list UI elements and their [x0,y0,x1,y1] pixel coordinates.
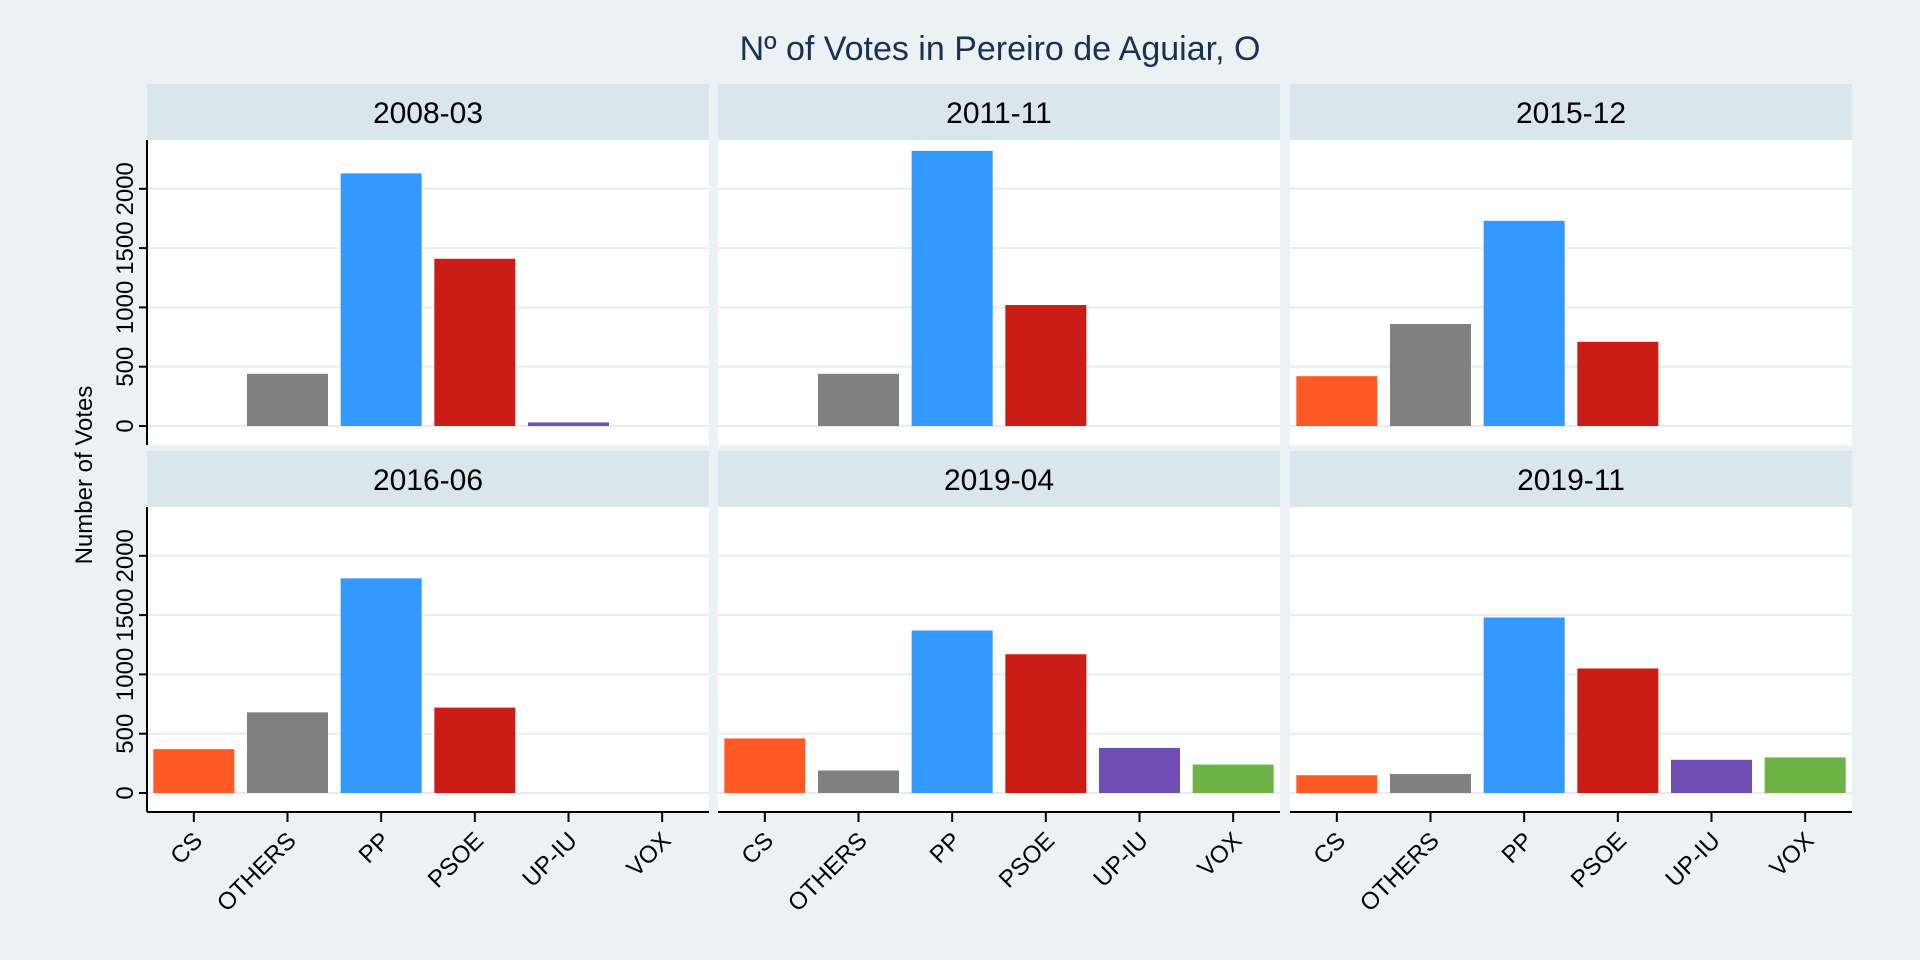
x-tick-label: UP-IU [517,827,582,892]
facet-panels: 2008-03 0 500 1000 1500 2000 2011-11 2015-12 201… [112,84,1852,917]
bar-up-iu [1099,747,1180,793]
x-tick-label: CS [736,827,779,870]
x-tick-label: VOX [1192,827,1247,882]
x-tick-label: OTHERS [1355,827,1445,917]
y-tick-label: 500 [112,347,139,387]
y-tick-label: 1000 [112,648,139,701]
bar-others [818,770,899,793]
x-tick-label: UP-IU [1660,827,1725,892]
plot-area [147,507,709,812]
bar-pp [1483,220,1565,426]
facet-label: 2016-06 [373,464,483,497]
bar-psoe [434,707,516,793]
facet-label: 2019-11 [1517,464,1625,497]
bar-pp [340,173,422,426]
x-tick-label: PSOE [994,827,1060,893]
y-tick-label: 0 [112,786,139,799]
x-tick-label: PSOE [1566,827,1632,893]
facet-panel: 2015-12 [1290,84,1852,445]
facet-panel: 2019-04 CS OTHERS PP PSOE UP-IU VOX [718,451,1280,917]
facet-header [1290,451,1852,507]
y-tick-label: 1500 [112,588,139,641]
bar-cs [153,749,235,793]
x-tick-label: CS [165,827,208,870]
facet-panel: 2016-06 0 500 1000 1500 2000 CS OTHERS PP PSOE UP-… [112,451,709,917]
y-tick-label: 0 [112,419,139,432]
bar-psoe [1577,341,1659,426]
bar-pp [911,630,993,793]
bar-cs [1296,775,1378,793]
bar-vox [1764,757,1846,793]
x-tick-label: PP [925,827,967,869]
bar-others [247,373,328,426]
bar-cs [724,738,806,793]
bar-psoe [1005,305,1087,426]
y-tick-label: 1000 [112,281,139,334]
facet-label: 2008-03 [373,97,483,130]
plot-area [718,140,1280,445]
facet-panel: 2019-11 CS OTHERS PP PSOE UP-IU VOX [1290,451,1852,917]
y-tick-label: 2000 [112,529,139,582]
bar-others [1390,324,1471,426]
x-tick-label: OTHERS [783,827,873,917]
facet-label: 2019-04 [944,464,1054,497]
bar-up-iu [528,422,609,426]
bar-vox [1192,764,1274,793]
x-tick-label: PSOE [423,827,489,893]
chart-title: Nº of Votes in Pereiro de Aguiar, O [740,30,1261,68]
bar-psoe [1005,654,1087,793]
facet-panel: 2008-03 0 500 1000 1500 2000 [112,84,709,445]
facet-panel: 2011-11 [718,84,1280,445]
x-tick-label: OTHERS [212,827,302,917]
facet-label: 2015-12 [1516,97,1626,130]
y-tick-label: 500 [112,714,139,754]
y-tick-label: 1500 [112,221,139,274]
x-tick-label: VOX [621,827,676,882]
x-tick-label: VOX [1764,827,1819,882]
bar-up-iu [1671,759,1752,793]
bar-cs [1296,376,1378,426]
bar-others [247,712,328,793]
facet-header [718,84,1280,140]
plot-area [147,140,709,445]
facet-label: 2011-11 [946,97,1052,130]
x-tick-label: PP [354,827,396,869]
bar-others [1390,774,1471,793]
plot-area [1290,507,1852,812]
x-tick-label: CS [1308,827,1351,870]
bar-pp [340,578,422,793]
bar-pp [1483,617,1565,793]
plot-area [1290,140,1852,445]
bar-psoe [434,258,516,426]
facet-header [147,84,709,140]
x-tick-label: PP [1497,827,1539,869]
facet-header [147,451,709,507]
facet-header [718,451,1280,507]
plot-area [718,507,1280,812]
bar-others [818,373,899,426]
y-axis-label: Number of Votes [71,386,98,565]
y-tick-label: 2000 [112,162,139,215]
facet-header [1290,84,1852,140]
bar-psoe [1577,668,1659,793]
bar-pp [911,150,993,426]
x-tick-label: UP-IU [1088,827,1153,892]
